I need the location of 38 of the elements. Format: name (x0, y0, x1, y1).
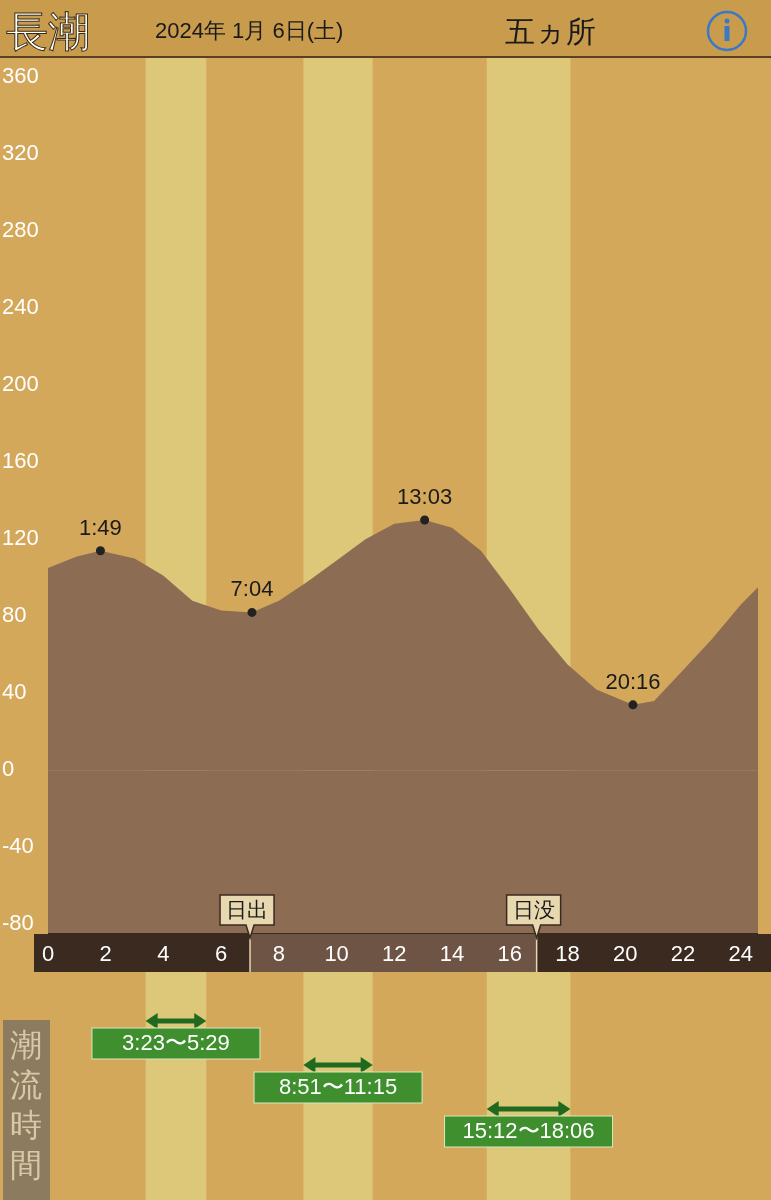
x-tick-label: 10 (324, 940, 349, 966)
x-tick-label: 6 (215, 940, 228, 966)
band-label: 3:23〜5:29 (122, 1029, 230, 1055)
chart-title: 長潮 (6, 8, 90, 55)
y-tick-label: -80 (2, 910, 34, 936)
y-tick-label: 360 (2, 62, 39, 88)
x-tick-label: 24 (728, 940, 753, 966)
y-tick-label: 160 (2, 447, 39, 473)
annotation: 1:49 (79, 514, 122, 540)
annotation: 20:16 (605, 668, 661, 694)
y-tick-label: 40 (2, 679, 27, 705)
ref-line-label: 日出 (226, 897, 269, 921)
y-tick-label: 0 (2, 756, 15, 782)
y-tick-label: 80 (2, 602, 27, 628)
x-tick-label: 2 (99, 940, 112, 966)
y-tick-label: 200 (2, 370, 39, 396)
band-label: 15:12〜18:06 (462, 1117, 595, 1143)
x-tick-label: 16 (497, 940, 523, 966)
band-label: 8:51〜11:15 (278, 1073, 398, 1099)
y-tick-label: 280 (2, 216, 39, 242)
text: 潮流時間 (10, 1027, 42, 1183)
ref-line-label: 日没 (512, 897, 555, 921)
x-tick-label: 0 (41, 940, 55, 966)
x-tick-label: 14 (439, 940, 465, 966)
annotation: 13:03 (397, 483, 453, 509)
x-tick-label: 20 (612, 940, 638, 966)
x-tick-label: 12 (382, 940, 407, 966)
chart-subtitle: 2024年 1月 6日(土) (155, 18, 344, 43)
y-tick-label: 320 (2, 139, 39, 165)
text: 五ヵ所 (505, 15, 596, 48)
x-tick-label: 4 (157, 940, 170, 966)
x-tick-label: 18 (555, 940, 580, 966)
x-tick-label: 22 (670, 940, 696, 966)
annotation: 7:04 (230, 576, 274, 602)
y-tick-label: 120 (2, 525, 39, 551)
y-tick-label: -40 (2, 833, 34, 859)
y-tick-label: 240 (2, 293, 39, 319)
x-tick-label: 8 (272, 940, 286, 966)
